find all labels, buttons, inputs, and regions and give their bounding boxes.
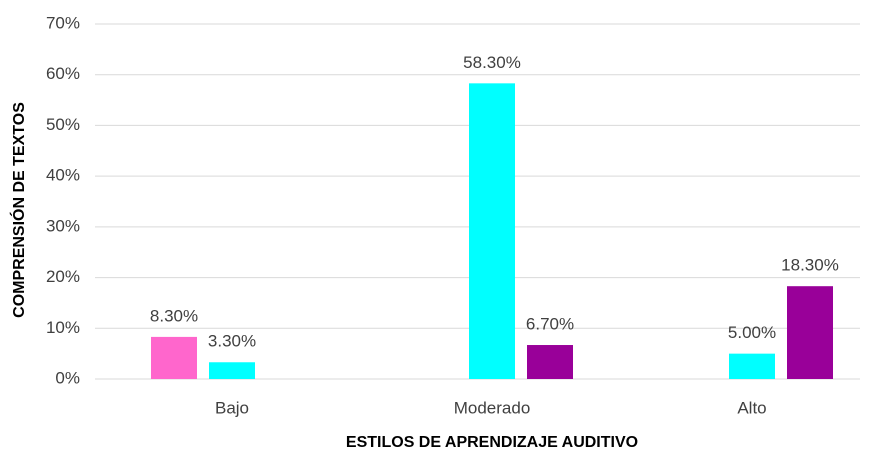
y-tick-label: 10%	[46, 318, 80, 337]
x-tick-label: Bajo	[215, 398, 249, 417]
bar	[527, 345, 573, 379]
y-tick-label: 60%	[46, 64, 80, 83]
y-tick-label: 70%	[46, 13, 80, 32]
value-label: 3.30%	[208, 332, 256, 351]
y-tick-label: 40%	[46, 166, 80, 185]
value-label: 6.70%	[526, 315, 574, 334]
bar	[787, 286, 833, 379]
y-tick-label: 30%	[46, 216, 80, 235]
value-label: 58.30%	[463, 53, 521, 72]
x-tick-label: Moderado	[454, 398, 531, 417]
x-axis-title: ESTILOS DE APRENDIZAJE AUDITIVO	[346, 434, 638, 451]
y-axis-title: COMPRENSIÓN DE TEXTOS	[9, 102, 28, 318]
bar	[469, 83, 515, 379]
bar	[209, 362, 255, 379]
bar	[729, 353, 775, 379]
bar	[151, 336, 197, 379]
y-tick-label: 50%	[46, 115, 80, 134]
value-label: 5.00%	[728, 323, 776, 342]
y-tick-label: 0%	[55, 368, 80, 387]
x-tick-label: Alto	[737, 398, 766, 417]
y-tick-label: 20%	[46, 267, 80, 286]
value-label: 18.30%	[781, 256, 839, 275]
value-label: 8.30%	[150, 306, 198, 325]
